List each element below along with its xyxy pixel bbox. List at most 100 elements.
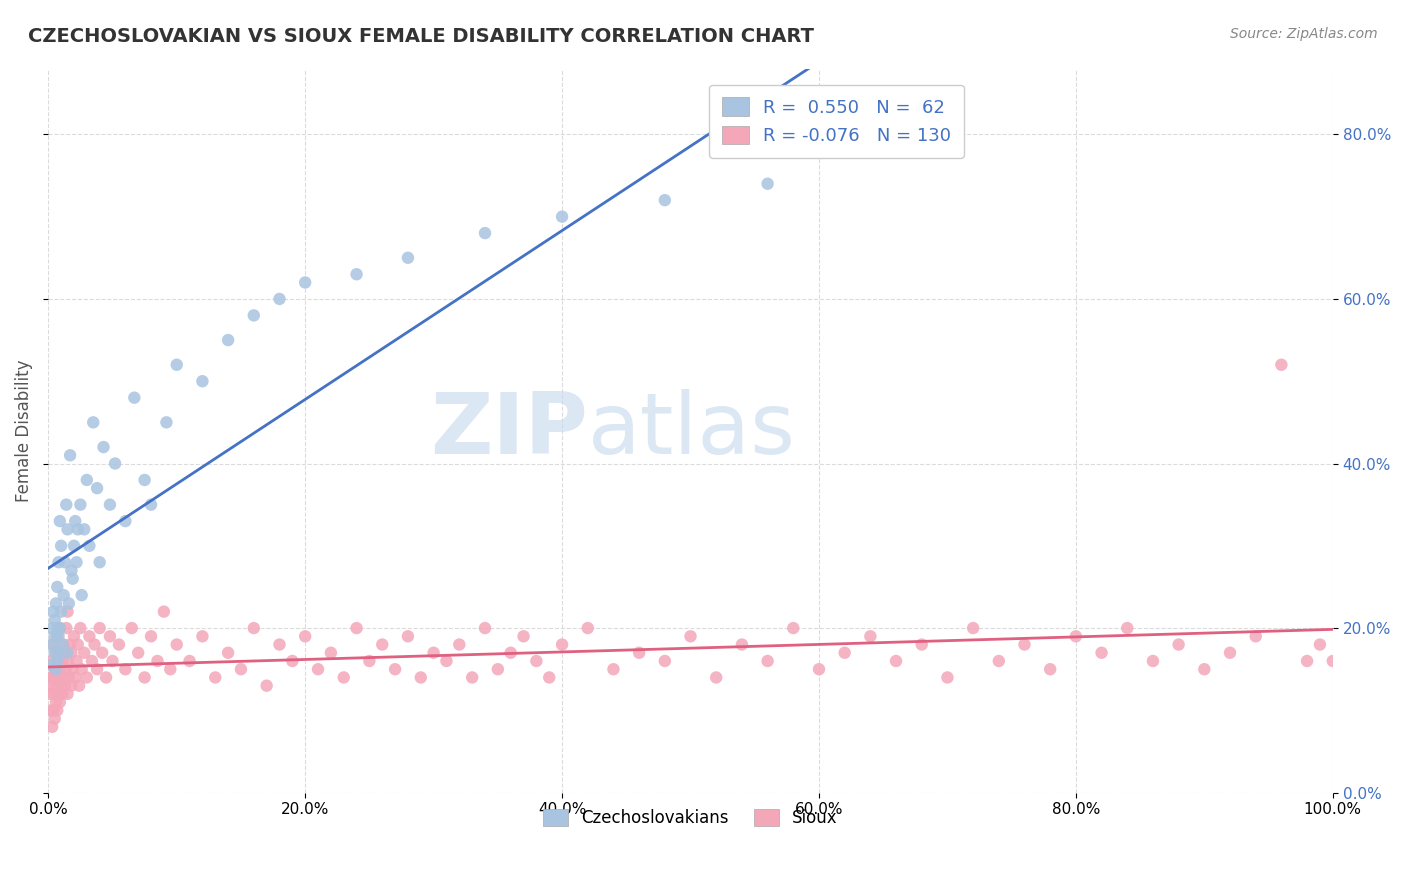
Point bbox=[153, 605, 176, 619]
Point bbox=[1167, 638, 1189, 652]
Point bbox=[58, 670, 80, 684]
Point bbox=[56, 687, 79, 701]
Point bbox=[146, 654, 169, 668]
Point bbox=[56, 522, 79, 536]
Point bbox=[70, 588, 93, 602]
Legend: Czechoslovakians, Sioux: Czechoslovakians, Sioux bbox=[534, 800, 846, 835]
Point bbox=[346, 267, 368, 281]
Point bbox=[1244, 629, 1267, 643]
Point bbox=[66, 522, 89, 536]
Point bbox=[41, 621, 63, 635]
Point bbox=[62, 572, 84, 586]
Point bbox=[66, 638, 89, 652]
Point bbox=[86, 662, 108, 676]
Point bbox=[1116, 621, 1139, 635]
Point bbox=[139, 498, 162, 512]
Point bbox=[56, 605, 79, 619]
Point bbox=[67, 679, 90, 693]
Point bbox=[346, 621, 368, 635]
Point bbox=[53, 646, 76, 660]
Point bbox=[807, 662, 830, 676]
Text: ZIP: ZIP bbox=[430, 389, 588, 472]
Point bbox=[45, 662, 67, 676]
Point bbox=[551, 210, 574, 224]
Point bbox=[45, 596, 67, 610]
Point bbox=[65, 555, 87, 569]
Point bbox=[49, 605, 72, 619]
Point bbox=[63, 629, 86, 643]
Point bbox=[409, 670, 432, 684]
Point bbox=[159, 662, 181, 676]
Point bbox=[48, 654, 70, 668]
Point bbox=[46, 629, 69, 643]
Point bbox=[44, 687, 66, 701]
Point bbox=[83, 638, 105, 652]
Point bbox=[79, 629, 101, 643]
Point bbox=[936, 670, 959, 684]
Point bbox=[98, 498, 121, 512]
Point bbox=[91, 646, 114, 660]
Point bbox=[576, 621, 599, 635]
Point bbox=[474, 621, 496, 635]
Point bbox=[44, 712, 66, 726]
Point bbox=[41, 679, 63, 693]
Point bbox=[44, 662, 66, 676]
Point bbox=[42, 638, 65, 652]
Point bbox=[294, 629, 316, 643]
Point bbox=[1296, 654, 1319, 668]
Point bbox=[49, 662, 72, 676]
Point bbox=[1194, 662, 1216, 676]
Point bbox=[41, 654, 63, 668]
Point bbox=[55, 621, 77, 635]
Point bbox=[55, 662, 77, 676]
Point bbox=[1270, 358, 1292, 372]
Point bbox=[512, 629, 534, 643]
Point bbox=[449, 638, 471, 652]
Point bbox=[384, 662, 406, 676]
Point bbox=[551, 638, 574, 652]
Point bbox=[44, 613, 66, 627]
Point bbox=[42, 703, 65, 717]
Point bbox=[51, 638, 73, 652]
Point bbox=[52, 588, 75, 602]
Point bbox=[65, 654, 87, 668]
Point bbox=[269, 292, 291, 306]
Point bbox=[756, 177, 779, 191]
Point bbox=[114, 662, 136, 676]
Point bbox=[834, 646, 856, 660]
Point bbox=[256, 679, 278, 693]
Point bbox=[396, 629, 419, 643]
Point bbox=[63, 539, 86, 553]
Point bbox=[204, 670, 226, 684]
Point bbox=[46, 670, 69, 684]
Point bbox=[49, 679, 72, 693]
Point bbox=[104, 457, 127, 471]
Point bbox=[217, 333, 239, 347]
Point bbox=[936, 144, 959, 158]
Point bbox=[281, 654, 304, 668]
Point bbox=[859, 629, 882, 643]
Point bbox=[42, 605, 65, 619]
Point bbox=[60, 646, 83, 660]
Point bbox=[359, 654, 381, 668]
Point bbox=[121, 621, 143, 635]
Point bbox=[166, 358, 188, 372]
Point bbox=[73, 646, 96, 660]
Point bbox=[134, 670, 156, 684]
Point bbox=[1142, 654, 1164, 668]
Point bbox=[46, 580, 69, 594]
Point bbox=[654, 654, 676, 668]
Point bbox=[524, 654, 547, 668]
Point bbox=[101, 654, 124, 668]
Point bbox=[884, 654, 907, 668]
Point bbox=[396, 251, 419, 265]
Point bbox=[48, 629, 70, 643]
Point bbox=[756, 654, 779, 668]
Point bbox=[62, 662, 84, 676]
Point bbox=[79, 539, 101, 553]
Text: atlas: atlas bbox=[588, 389, 796, 472]
Point bbox=[93, 440, 115, 454]
Point bbox=[49, 695, 72, 709]
Point bbox=[229, 662, 252, 676]
Point bbox=[243, 309, 266, 323]
